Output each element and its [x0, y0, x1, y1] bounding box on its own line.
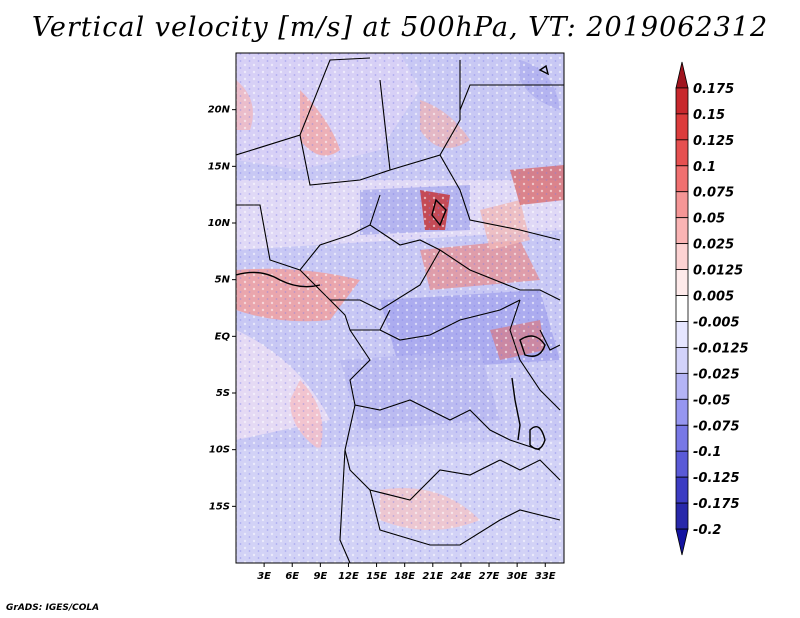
country-borders: [236, 57, 564, 563]
colorbar-label: -0.0125: [693, 341, 749, 356]
lat-tick-label: 10S: [209, 445, 230, 456]
colorbar-label: 0.075: [693, 186, 734, 201]
lon-tick-label: 18E: [394, 571, 415, 582]
longitude-axis: 3E 6E 9E 12E 15E 18E 21E 24E 27E 30E 33E: [257, 563, 556, 582]
colorbar-label: -0.005: [693, 315, 740, 330]
colorbar-swatch: [675, 321, 689, 348]
colorbar-swatch: [675, 450, 689, 478]
lat-tick-label: EQ: [215, 331, 231, 342]
colorbar-label: -0.025: [693, 367, 740, 382]
colorbar-swatch: [675, 139, 689, 167]
colorbar-label: 0.125: [693, 134, 734, 149]
lon-tick-label: 21E: [422, 571, 443, 582]
lat-tick-label: 20N: [208, 105, 231, 116]
lon-tick-label: 6E: [285, 571, 299, 582]
latitude-axis: 20N 15N 10N 5N EQ 5S 10S 15S: [208, 105, 236, 512]
colorbar-label: 0.025: [693, 238, 734, 253]
lat-tick-label: 15N: [208, 161, 231, 172]
colorbar-swatch: [675, 113, 689, 141]
map-frame: [235, 52, 565, 564]
lon-tick-label: 3E: [257, 571, 271, 582]
colorbar-swatch: [675, 243, 689, 270]
colorbar-swatch: [675, 295, 689, 322]
colorbar-label: 0.0125: [693, 264, 743, 279]
colorbar-swatch: [675, 528, 689, 556]
lon-tick-label: 12E: [338, 571, 359, 582]
lon-tick-label: 15E: [366, 571, 387, 582]
colorbar-label: -0.1: [693, 445, 721, 460]
lon-tick-label: 33E: [535, 571, 556, 582]
colorbar-label: -0.05: [693, 393, 730, 408]
map-title: Vertical velocity [m/s] at 500hPa, VT: 2…: [31, 12, 769, 43]
lon-tick-label: 30E: [507, 571, 528, 582]
colorbar-label: 0.005: [693, 290, 734, 305]
colorbar-label: 0.1: [693, 160, 716, 175]
colorbar-label: -0.075: [693, 419, 740, 434]
colorbar-swatch: [675, 476, 689, 504]
colorbar-label: -0.175: [693, 497, 740, 512]
lat-tick-label: 10N: [208, 218, 231, 229]
colorbar-label: 0.175: [693, 82, 734, 97]
colorbar-swatch: [675, 191, 689, 219]
colorbar-swatch: [675, 217, 689, 245]
lat-tick-label: 5S: [216, 388, 230, 399]
colorbar-label: -0.125: [693, 471, 740, 486]
colorbar-label: 0.15: [693, 108, 725, 123]
colorbar-swatch: [675, 61, 689, 89]
colorbar-swatch: [675, 269, 689, 296]
colorbar-swatch: [675, 502, 689, 530]
colorbar-swatch: [675, 165, 689, 193]
colorbar-swatch: [675, 87, 689, 115]
colorbar-swatch: [675, 372, 689, 400]
lon-tick-label: 27E: [479, 571, 500, 582]
colorbar-swatch: [675, 347, 689, 374]
colorbar-label: 0.05: [693, 212, 725, 227]
lon-tick-label: 24E: [451, 571, 472, 582]
credit-label: GrADS: IGES/COLA: [6, 603, 100, 613]
colorbar-swatch: [675, 398, 689, 426]
lat-tick-label: 5N: [215, 275, 231, 286]
colorbar-swatch: [675, 424, 689, 452]
coastline-lakes: [236, 64, 550, 450]
colorbar-label: -0.2: [693, 523, 721, 538]
lat-tick-label: 15S: [209, 501, 230, 512]
lon-tick-label: 9E: [313, 571, 327, 582]
